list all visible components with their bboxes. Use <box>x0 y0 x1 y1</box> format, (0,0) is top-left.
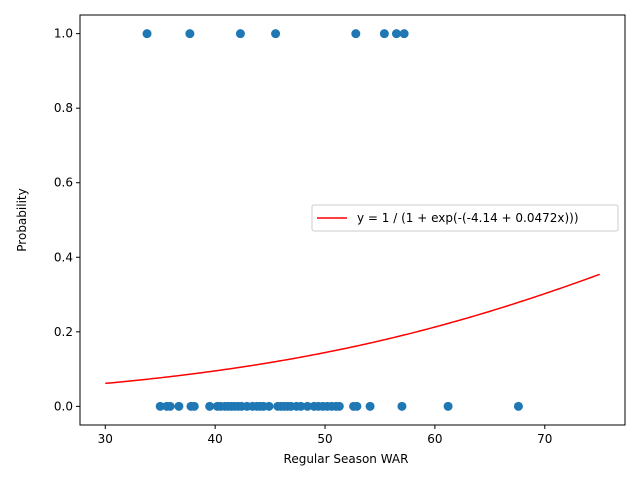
data-point <box>391 29 401 39</box>
data-point <box>271 29 281 39</box>
scatter-points <box>142 29 523 411</box>
x-tick-label: 70 <box>537 432 552 446</box>
data-point <box>264 401 274 411</box>
x-axis-label: Regular Season WAR <box>284 452 409 466</box>
data-point <box>142 29 152 39</box>
data-point <box>174 401 184 411</box>
x-axis-ticks: 30 40 50 60 70 <box>98 425 552 446</box>
data-point <box>189 401 199 411</box>
y-tick-label: 1.0 <box>54 27 73 41</box>
data-point <box>513 401 523 411</box>
data-point <box>205 401 215 411</box>
data-point <box>235 29 245 39</box>
x-tick-label: 30 <box>98 432 113 446</box>
data-point <box>302 401 312 411</box>
y-tick-label: 0.2 <box>54 325 73 339</box>
logistic-curve <box>105 273 600 385</box>
legend: y = 1 / (1 + exp(-(-4.14 + 0.0472x))) <box>311 204 619 232</box>
x-tick-label: 60 <box>427 432 442 446</box>
y-axis-ticks: 0.0 0.2 0.4 0.6 0.8 1.0 <box>54 27 80 413</box>
data-point <box>351 29 361 39</box>
data-point <box>379 29 389 39</box>
data-point <box>397 401 407 411</box>
y-tick-label: 0.0 <box>54 399 73 413</box>
plot-frame <box>79 14 626 426</box>
data-point <box>399 29 409 39</box>
legend-box <box>311 204 619 232</box>
data-point <box>365 401 375 411</box>
y-axis-label: Probability <box>15 188 29 251</box>
data-point <box>185 29 195 39</box>
data-point <box>443 401 453 411</box>
x-tick-label: 50 <box>317 432 332 446</box>
x-tick-label: 40 <box>208 432 223 446</box>
fit-curve <box>105 273 600 385</box>
data-point <box>334 401 344 411</box>
data-point <box>296 401 306 411</box>
data-point <box>352 401 362 411</box>
y-tick-label: 0.6 <box>54 176 73 190</box>
data-point <box>155 401 165 411</box>
legend-label: y = 1 / (1 + exp(-(-4.14 + 0.0472x))) <box>357 211 579 225</box>
data-point <box>165 401 175 411</box>
y-tick-label: 0.4 <box>54 250 73 264</box>
y-tick-label: 0.8 <box>54 101 73 115</box>
